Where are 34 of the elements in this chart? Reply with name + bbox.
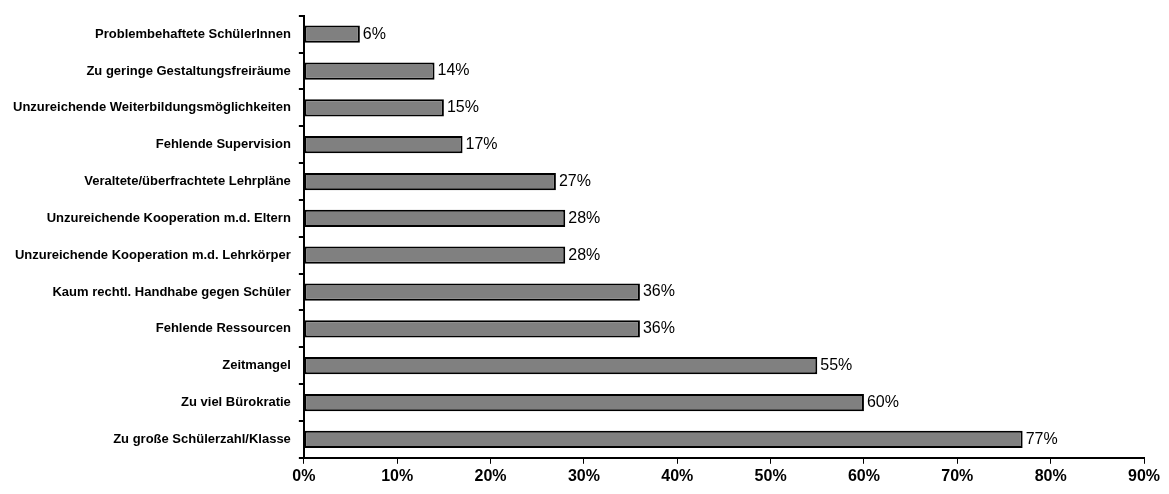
data-label: 28%	[568, 245, 601, 263]
data-label: 28%	[568, 208, 601, 226]
data-label: 6%	[362, 24, 386, 42]
x-tick-label: 10%	[381, 466, 414, 484]
y-tick-label: Zeitmangel	[222, 357, 291, 373]
y-tick-label: Kaum rechtl. Handhabe gegen Schüler	[52, 283, 291, 299]
y-tick-label: Veraltete/überfrachtete Lehrpläne	[84, 173, 291, 189]
x-tick-label: 0%	[292, 466, 316, 484]
data-label: 15%	[446, 98, 479, 116]
x-tick-label: 80%	[1034, 466, 1067, 484]
data-label: 60%	[866, 392, 899, 410]
x-tick-label: 40%	[661, 466, 694, 484]
data-label: 27%	[558, 171, 591, 189]
y-tick-label: Unzureichende Kooperation m.d. Eltern	[46, 209, 291, 225]
y-tick-label: Zu geringe Gestaltungsfreiräume	[86, 62, 291, 78]
x-tick-label: 90%	[1127, 466, 1161, 484]
x-tick-label: 70%	[941, 466, 974, 484]
x-tick-label: 50%	[754, 466, 787, 484]
y-tick-label: Unzureichende Weiterbildungsmöglichkeiten	[13, 99, 291, 115]
y-tick-label: Zu große Schülerzahl/Klasse	[113, 430, 291, 446]
data-label: 36%	[642, 319, 675, 337]
x-tick-label: 30%	[567, 466, 600, 484]
data-label: 77%	[1025, 429, 1058, 447]
y-tick-label: Fehlende Supervision	[155, 136, 291, 152]
y-tick-label: Fehlende Ressourcen	[155, 320, 291, 336]
y-tick-label: Unzureichende Kooperation m.d. Lehrkörper	[14, 246, 291, 262]
y-tick-label: Zu viel Bürokratie	[181, 394, 291, 410]
y-tick-label: Problembehaftete SchülerInnen	[95, 25, 291, 41]
data-label: 55%	[820, 356, 853, 374]
data-label: 17%	[465, 135, 498, 153]
x-tick-label: 20%	[474, 466, 507, 484]
data-label: 36%	[642, 282, 675, 300]
x-tick-label: 60%	[847, 466, 880, 484]
data-label: 14%	[437, 61, 470, 79]
